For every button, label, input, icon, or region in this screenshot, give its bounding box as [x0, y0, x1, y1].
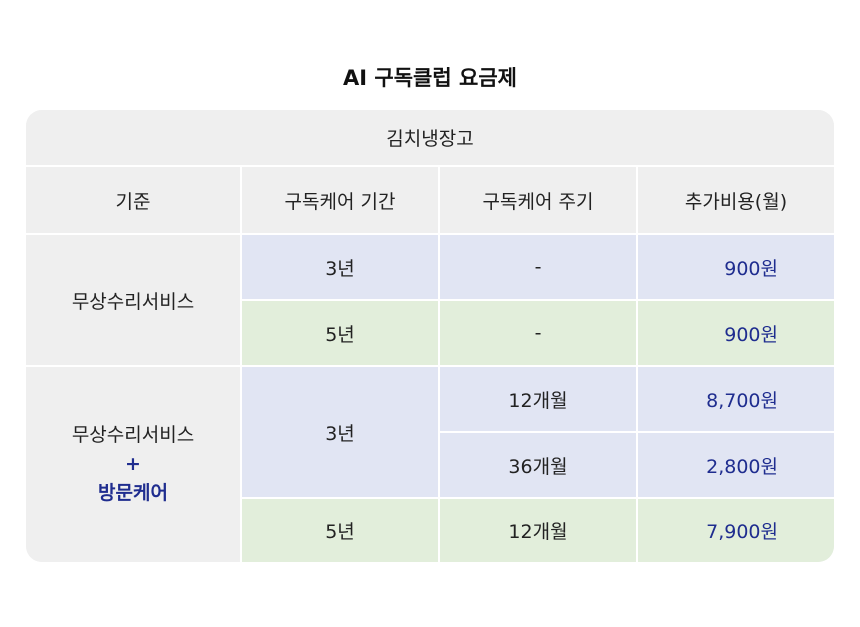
- table-cell-cycle: -: [440, 235, 636, 299]
- table-cell-cycle: 12개월: [440, 367, 636, 431]
- group-label-free-repair: 무상수리서비스: [26, 235, 240, 365]
- table-divider: [26, 233, 834, 235]
- table-divider: [242, 497, 834, 499]
- page-title: AI 구독클럽 요금제: [343, 66, 517, 90]
- table-cell-price: 900원: [638, 235, 834, 299]
- table-cell-period: 3년: [242, 367, 438, 497]
- table-divider: [636, 167, 638, 562]
- column-header-care-period: 구독케어 기간: [242, 167, 438, 233]
- column-header-basis: 기준: [26, 167, 240, 233]
- table-cell-period: 5년: [242, 499, 438, 562]
- column-header-care-cycle: 구독케어 주기: [440, 167, 636, 233]
- table-cell-cycle: 12개월: [440, 499, 636, 562]
- table-cell-period: 3년: [242, 235, 438, 299]
- table-cell-cycle: -: [440, 301, 636, 365]
- pricing-table: 김치냉장고 기준 구독케어 기간 구독케어 주기 추가비용(월) 무상수리서비스…: [26, 110, 834, 562]
- table-cell-cycle: 36개월: [440, 433, 636, 497]
- group-label-line1: 무상수리서비스: [71, 424, 195, 446]
- table-cell-price: 7,900원: [638, 499, 834, 562]
- table-divider: [242, 299, 834, 301]
- table-cell-price: 8,700원: [638, 367, 834, 431]
- product-header: 김치냉장고: [26, 110, 834, 165]
- column-header-extra-cost: 추가비용(월): [638, 167, 834, 233]
- group-label-free-repair-visit-care: 무상수리서비스 + 방문케어: [26, 367, 240, 562]
- table-divider: [26, 365, 834, 367]
- table-cell-price: 2,800원: [638, 433, 834, 497]
- table-divider: [240, 167, 242, 562]
- table-cell-period: 5년: [242, 301, 438, 365]
- table-cell-price: 900원: [638, 301, 834, 365]
- table-divider: [26, 165, 834, 167]
- table-divider: [438, 167, 440, 562]
- group-label-plus: +: [125, 453, 141, 475]
- group-label-visit-care: 방문케어: [98, 482, 168, 504]
